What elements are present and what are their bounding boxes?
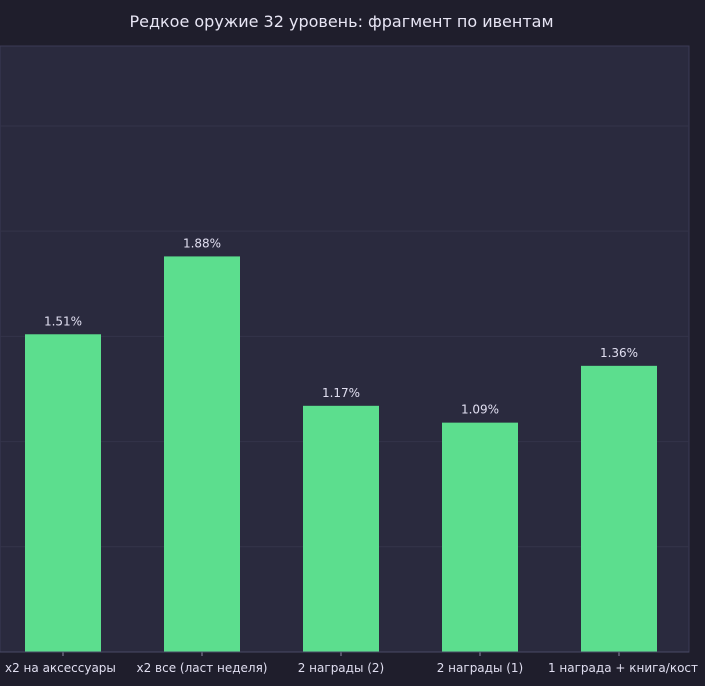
bar (164, 256, 240, 652)
bar-value-label: 1.36% (600, 346, 638, 360)
bar (581, 365, 657, 652)
bars (25, 256, 657, 652)
x-tick-label: x2 на аксессуары (5, 661, 116, 675)
x-tick-label: x2 все (ласт неделя) (136, 661, 267, 675)
bar (25, 334, 101, 652)
value-labels: 1.51% 1.88% 1.17% 1.09% 1.36% (44, 236, 638, 416)
chart-title: Редкое оружие 32 уровень: фрагмент по ив… (129, 12, 554, 31)
x-tick-label: 2 награды (1) (437, 661, 524, 675)
x-axis-ticks: x2 на аксессуары x2 все (ласт неделя) 2 на… (5, 652, 698, 675)
bar (442, 422, 518, 652)
bar-value-label: 1.88% (183, 236, 221, 250)
x-tick-label: 2 награды (2) (298, 661, 385, 675)
bar-value-label: 1.51% (44, 314, 82, 328)
bar (303, 405, 379, 652)
bar-value-label: 1.09% (461, 403, 499, 417)
bar-value-label: 1.17% (322, 386, 360, 400)
x-tick-label: 1 награда + книга/кост (548, 661, 698, 675)
